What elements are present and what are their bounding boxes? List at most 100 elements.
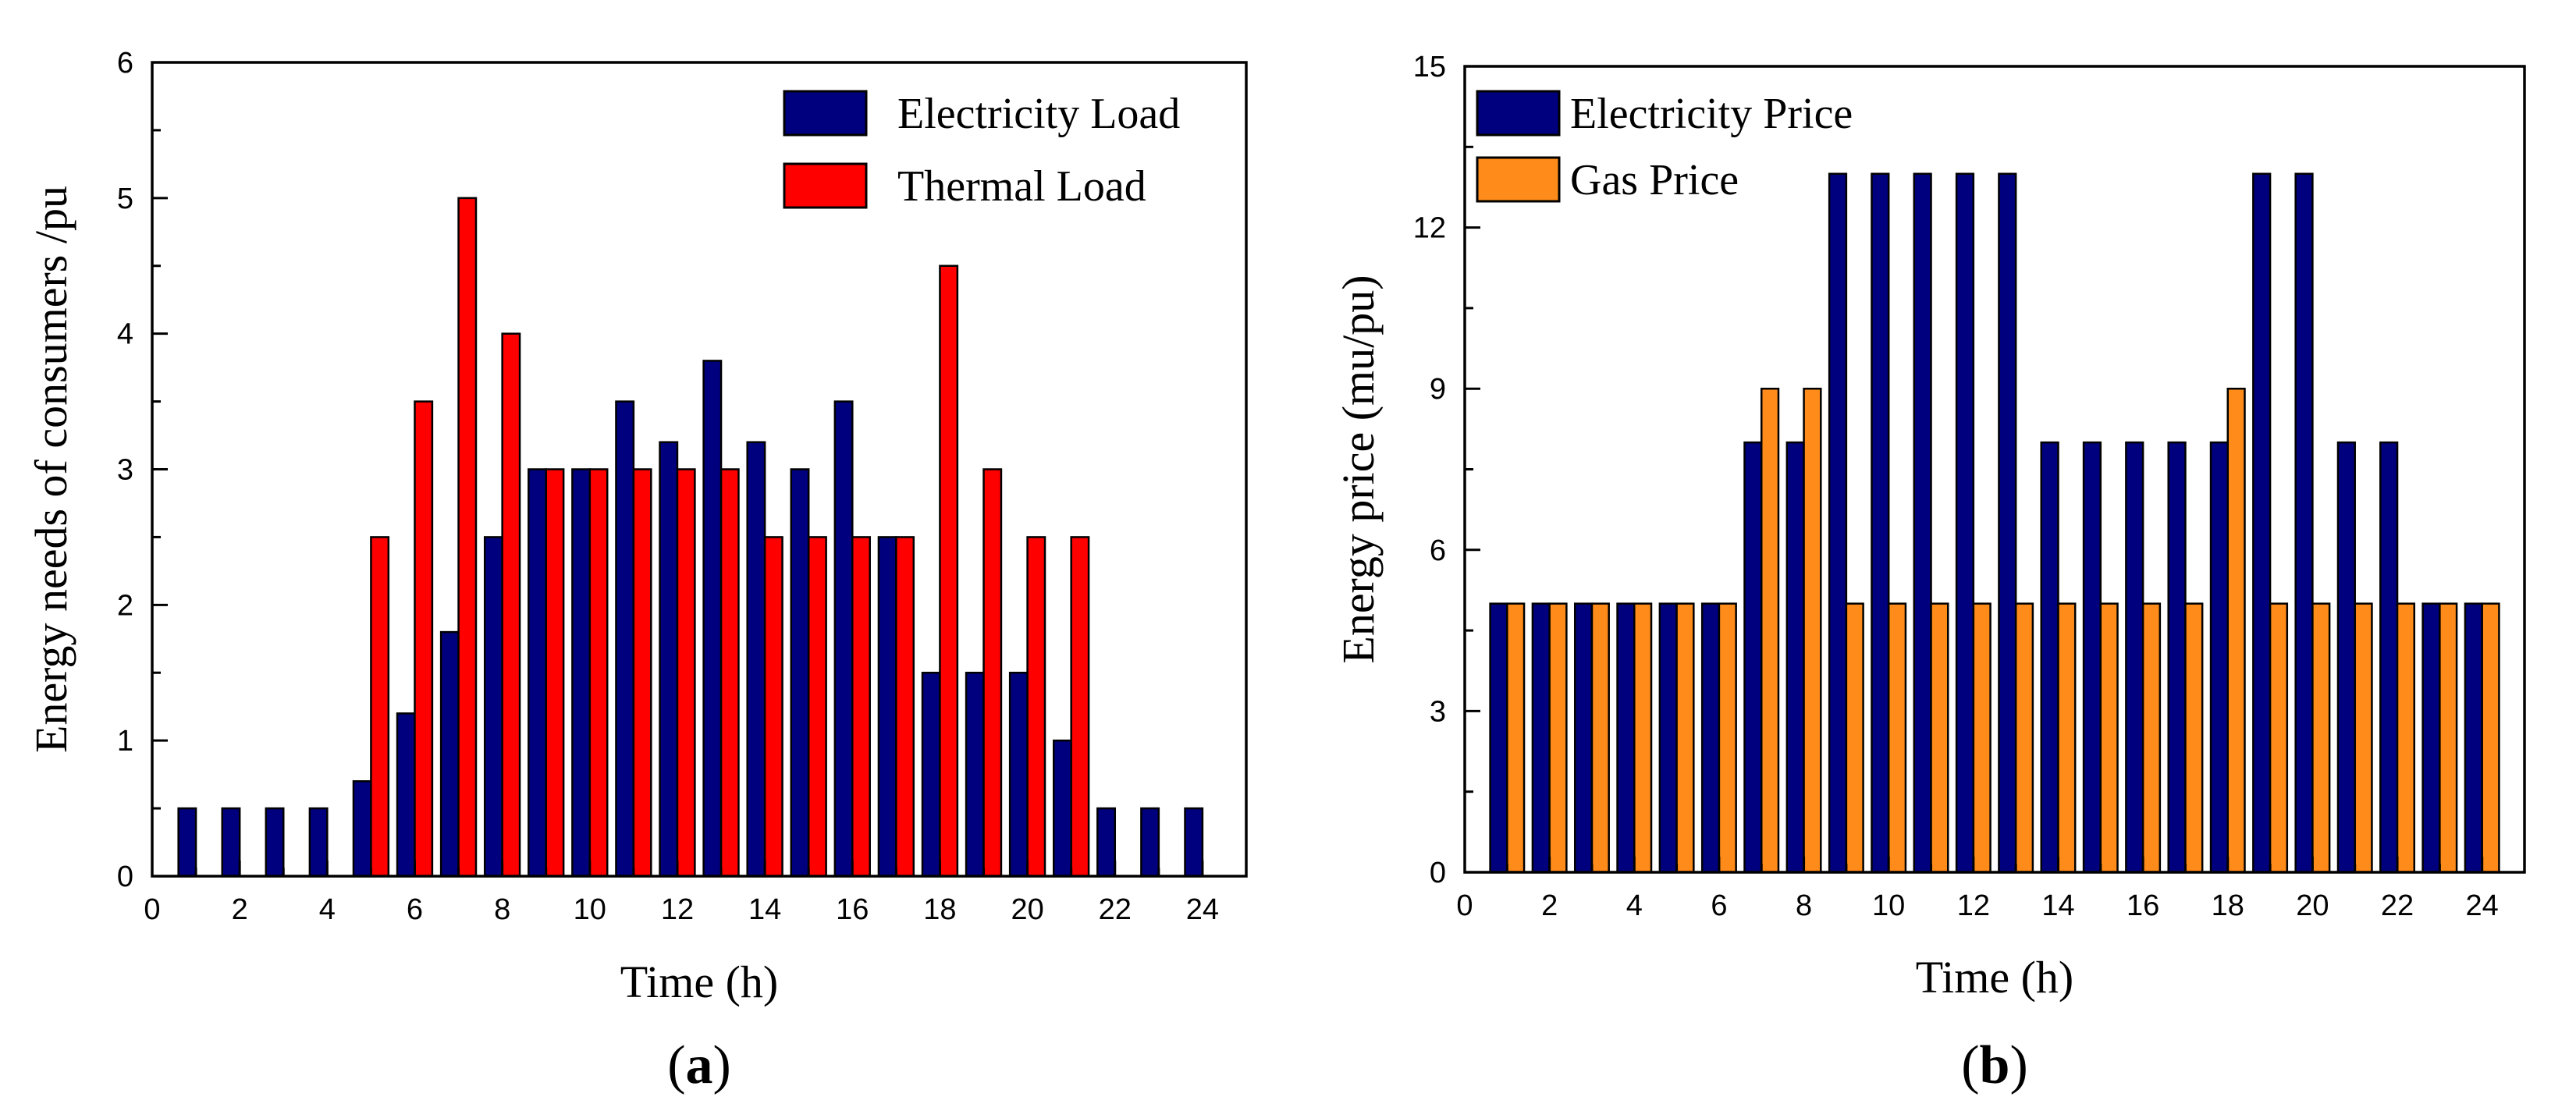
legend-label: Electricity Price <box>1570 90 1853 138</box>
bar-electricity-price-h24 <box>2464 602 2483 874</box>
bar-electricity-load-h11 <box>615 400 635 878</box>
x-tick-label: 14 <box>748 893 781 926</box>
x-tick-label: 24 <box>2466 889 2499 922</box>
bar-gas-price-h12 <box>1972 602 1992 874</box>
bar-electricity-load-h6 <box>396 712 416 878</box>
x-tick-label: 14 <box>2041 889 2074 922</box>
bar-thermal-load-h16 <box>851 536 871 878</box>
legend-swatch <box>1476 90 1561 137</box>
bar-electricity-price-h17 <box>2167 441 2187 874</box>
bar-electricity-price-h7 <box>1743 441 1763 874</box>
bar-thermal-load-h5 <box>370 536 390 878</box>
bar-electricity-load-h8 <box>483 536 503 878</box>
legend-swatch <box>783 162 868 209</box>
bar-electricity-price-h12 <box>1955 172 1975 874</box>
bar-electricity-price-h21 <box>2336 441 2356 874</box>
x-axis-title: Time (h) <box>620 957 779 1007</box>
bar-electricity-price-h6 <box>1700 602 1721 874</box>
x-tick-label: 0 <box>144 893 160 926</box>
bar-electricity-price-h10 <box>1871 172 1890 874</box>
x-tick-label: 22 <box>1099 893 1132 926</box>
bar-gas-price-h22 <box>2396 602 2416 874</box>
bar-gas-price-h5 <box>1675 602 1695 874</box>
bar-thermal-load-h6 <box>414 400 434 878</box>
bar-electricity-price-h8 <box>1785 441 1805 874</box>
bar-electricity-price-h22 <box>2379 441 2399 874</box>
x-tick-label: 6 <box>1711 889 1727 922</box>
bar-gas-price-h14 <box>2057 602 2077 874</box>
bar-electricity-load-h5 <box>352 780 372 878</box>
x-tick-label: 4 <box>1626 889 1643 922</box>
bar-thermal-load-h21 <box>1070 536 1090 878</box>
panel-label: (b) <box>1961 1035 2028 1095</box>
legend: Electricity Price Gas Price <box>1476 90 1853 204</box>
panel-label-open-paren: ( <box>1961 1035 1979 1095</box>
bar-gas-price-h2 <box>1548 602 1568 874</box>
bar-gas-price-h16 <box>2141 602 2162 874</box>
panel-label-letter: b <box>1980 1035 2010 1095</box>
panel-label-close-paren: ) <box>713 1035 731 1095</box>
bar-electricity-load-h17 <box>877 536 897 878</box>
legend: Electricity Load Thermal Load <box>783 90 1180 211</box>
x-tick-label: 2 <box>1541 889 1558 922</box>
bar-electricity-price-h15 <box>2082 441 2102 874</box>
bar-electricity-price-h3 <box>1573 602 1594 874</box>
bar-thermal-load-h9 <box>545 468 565 878</box>
bar-electricity-price-h14 <box>2040 441 2059 874</box>
bar-electricity-price-h23 <box>2421 602 2441 874</box>
legend-swatch <box>1476 156 1561 203</box>
x-tick-label: 8 <box>1796 889 1812 922</box>
bar-gas-price-h8 <box>1803 387 1822 874</box>
bar-thermal-load-h13 <box>720 468 740 878</box>
bar-electricity-load-h19 <box>965 672 985 878</box>
y-tick-label: 6 <box>117 47 133 80</box>
y-tick-label: 0 <box>117 861 133 893</box>
bar-thermal-load-h8 <box>501 332 521 878</box>
y-tick-label: 5 <box>117 183 133 215</box>
bar-thermal-load-h15 <box>807 536 827 878</box>
bar-gas-price-h10 <box>1887 602 1907 874</box>
y-tick-label: 15 <box>1413 51 1446 83</box>
panel-label-open-paren: ( <box>667 1035 685 1095</box>
bar-gas-price-h4 <box>1633 602 1653 874</box>
bar-thermal-load-h17 <box>895 536 915 878</box>
bar-thermal-load-h14 <box>763 536 783 878</box>
x-tick-label: 20 <box>1011 893 1043 926</box>
bar-electricity-price-h4 <box>1616 602 1636 874</box>
bar-electricity-load-h21 <box>1053 739 1072 878</box>
panel-label-close-paren: ) <box>2009 1035 2027 1095</box>
y-tick-label: 0 <box>1430 857 1446 889</box>
x-tick-label: 12 <box>661 893 694 926</box>
bar-thermal-load-h19 <box>982 468 1003 878</box>
bar-electricity-load-h7 <box>439 630 460 878</box>
bar-electricity-price-h18 <box>2209 441 2230 874</box>
panel-label: (a) <box>667 1035 731 1095</box>
bar-electricity-load-h16 <box>833 400 854 878</box>
bar-thermal-load-h12 <box>676 468 696 878</box>
bar-gas-price-h23 <box>2439 602 2458 874</box>
bar-thermal-load-h7 <box>457 197 478 878</box>
bar-electricity-price-h19 <box>2252 172 2272 874</box>
legend-label: Gas Price <box>1570 156 1739 204</box>
bar-electricity-price-h9 <box>1828 172 1848 874</box>
bar-electricity-price-h20 <box>2294 172 2314 874</box>
bar-electricity-price-h16 <box>2125 441 2144 874</box>
bar-electricity-load-h24 <box>1184 807 1204 878</box>
y-axis-title: Energy needs of consumers /pu <box>26 186 76 753</box>
y-tick-label: 3 <box>117 454 133 487</box>
bar-electricity-load-h12 <box>659 441 679 878</box>
y-tick-label: 1 <box>117 725 133 758</box>
x-tick-label: 16 <box>2127 889 2159 922</box>
bar-gas-price-h17 <box>2184 602 2204 874</box>
bar-electricity-load-h1 <box>177 807 197 878</box>
x-tick-label: 18 <box>923 893 956 926</box>
bar-gas-price-h15 <box>2099 602 2119 874</box>
y-axis-title: Energy price (mu/pu) <box>1333 275 1384 663</box>
x-axis-title: Time (h) <box>1916 952 2074 1003</box>
bar-gas-price-h11 <box>1930 602 1949 874</box>
panel-label-letter: a <box>686 1035 713 1095</box>
bar-electricity-load-h4 <box>308 807 329 878</box>
y-tick-label: 2 <box>117 589 133 622</box>
bar-gas-price-h21 <box>2354 602 2373 874</box>
